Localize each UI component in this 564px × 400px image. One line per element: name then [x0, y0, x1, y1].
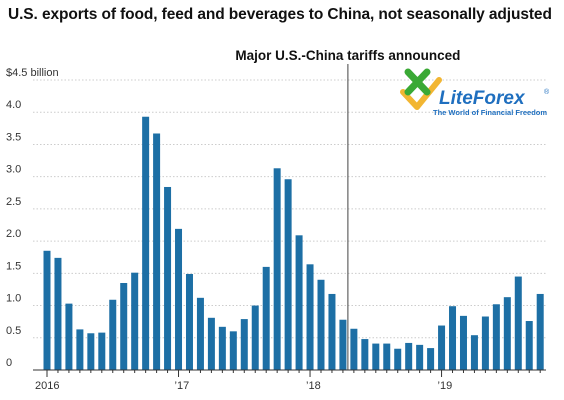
x-tick-label: 2016: [35, 380, 59, 392]
bar: [459, 315, 467, 370]
bar: [65, 303, 73, 370]
bar: [438, 325, 446, 370]
bar: [240, 319, 248, 370]
logo-registered-mark: ®: [544, 88, 550, 96]
bar: [142, 116, 150, 370]
bar: [218, 326, 226, 370]
liteforex-logo-mark-icon: [400, 68, 442, 110]
bar: [87, 333, 95, 370]
bar: [175, 228, 183, 370]
bar: [317, 279, 325, 370]
logo-wordmark: LiteForex: [439, 88, 526, 109]
bar: [339, 319, 347, 370]
x-tick-label: ’18: [306, 380, 321, 392]
bar: [229, 331, 237, 370]
tariff-annotation: Major U.S.-China tariffs announced: [235, 48, 460, 370]
tariff-annotation-label: Major U.S.-China tariffs announced: [235, 48, 460, 63]
bar: [284, 179, 292, 370]
bar: [449, 306, 457, 370]
y-tick-label: 2.5: [6, 196, 21, 208]
liteforex-logo: LiteForex ® The World of Financial Freed…: [400, 68, 550, 117]
bar: [76, 329, 84, 370]
bar: [394, 348, 402, 370]
bar: [514, 276, 522, 370]
bar: [196, 297, 204, 370]
bar: [503, 297, 511, 370]
bar: [120, 283, 128, 370]
y-tick-label: 3.0: [6, 164, 21, 176]
bar: [481, 316, 489, 370]
bars: [43, 116, 544, 370]
logo-tagline: The World of Financial Freedom: [433, 108, 547, 117]
y-tick-label: $4.5 billion: [6, 67, 59, 79]
bar: [98, 332, 106, 370]
bar: [405, 342, 413, 370]
bar: [262, 266, 270, 370]
bar: [306, 264, 314, 370]
bar: [372, 343, 380, 370]
bar: [251, 305, 259, 370]
y-tick-label: 4.0: [6, 99, 21, 111]
bar: [109, 299, 117, 370]
bar: [361, 339, 369, 370]
bar: [470, 335, 478, 370]
bar: [328, 293, 336, 370]
x-axis-labels: 2016 ’17 ’18 ’19: [35, 380, 452, 392]
y-tick-label: 0: [6, 357, 12, 369]
x-tick-label: ’19: [438, 380, 453, 392]
x-axis: [33, 369, 546, 377]
bar: [43, 250, 51, 370]
bar: [153, 133, 161, 370]
bar: [416, 344, 424, 370]
x-tick-label: ’17: [175, 380, 190, 392]
bar: [164, 186, 172, 370]
bar: [427, 348, 435, 370]
bar: [492, 304, 500, 370]
y-tick-label: 3.5: [6, 131, 21, 143]
chart-title: U.S. exports of food, feed and beverages…: [8, 6, 552, 23]
y-tick-label: 1.0: [6, 293, 21, 305]
y-tick-label: 1.5: [6, 260, 21, 272]
bar: [207, 317, 215, 370]
bar: [350, 328, 358, 370]
bar: [54, 257, 62, 370]
bar: [295, 235, 303, 370]
y-tick-label: 2.0: [6, 228, 21, 240]
bar: [131, 272, 139, 370]
bar: [536, 293, 544, 370]
bar: [185, 273, 193, 370]
y-axis-labels: 0 0.5 1.0 1.5 2.0 2.5 3.0 3.5 4.0 $4.5 billion: [6, 67, 59, 369]
bar: [525, 321, 533, 370]
y-tick-label: 0.5: [6, 325, 21, 337]
bar: [273, 168, 281, 370]
bar: [383, 343, 391, 370]
